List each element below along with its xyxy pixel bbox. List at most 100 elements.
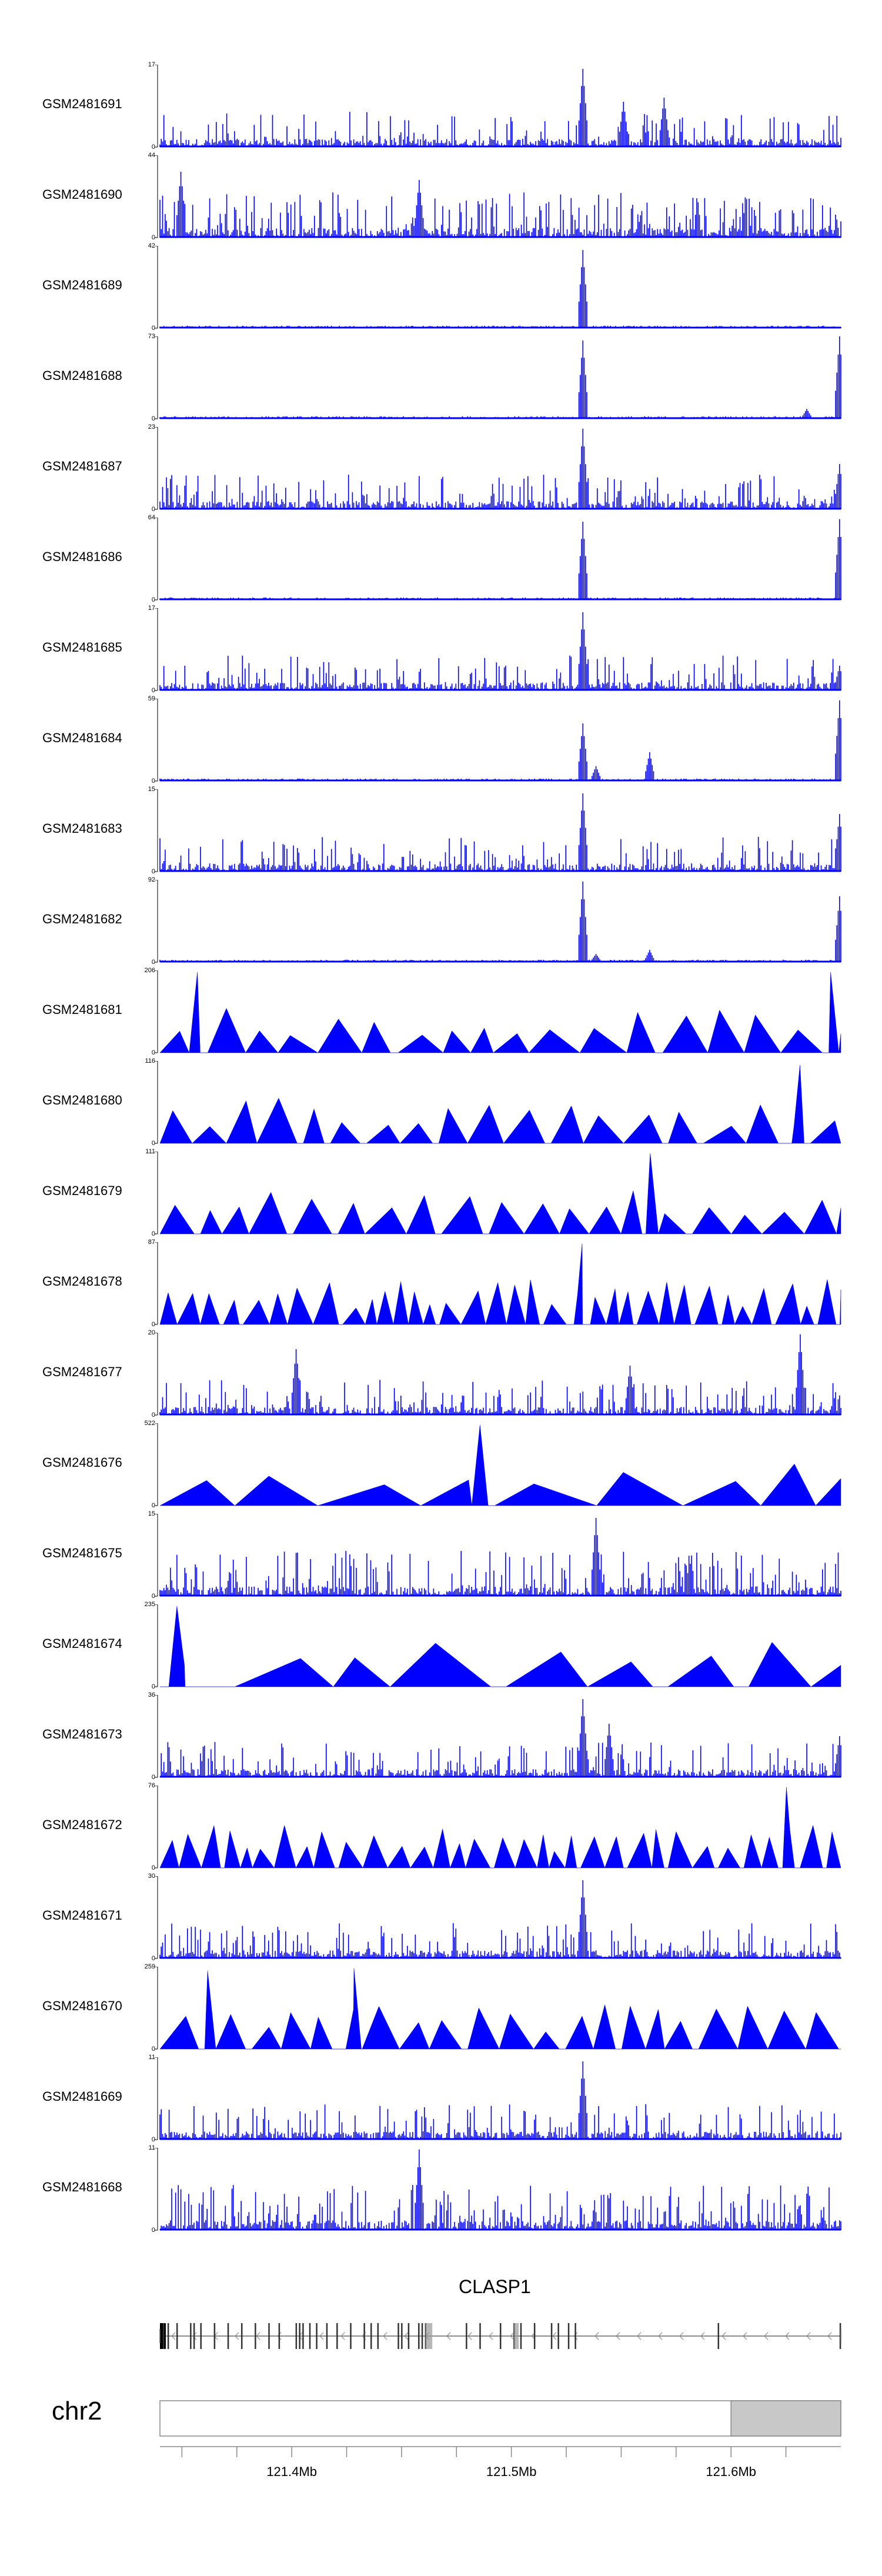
gene-exon <box>533 2323 536 2349</box>
track-signal <box>155 1514 841 1597</box>
strand-arrow <box>510 2332 514 2340</box>
gene-exon <box>500 2323 502 2349</box>
track-ymax-label: 20 <box>148 1329 155 1336</box>
track-signal <box>155 336 841 419</box>
track-ymax-label: 42 <box>148 242 155 249</box>
track-label: GSM2481677 <box>42 1364 122 1379</box>
track-ymin-label: 0 <box>151 1955 155 1962</box>
track-signal <box>155 699 841 782</box>
track-label: GSM2481675 <box>42 1546 122 1560</box>
strand-arrow <box>573 2332 578 2340</box>
track-label: GSM2481685 <box>42 640 122 655</box>
track-spikes <box>159 172 841 238</box>
gene-exon <box>839 2323 841 2349</box>
track-ymin-label: 0 <box>151 778 155 785</box>
track-signal <box>155 1695 841 1778</box>
track-signal <box>155 789 841 872</box>
track-label: GSM2481688 <box>42 368 122 383</box>
track-signal <box>155 880 841 963</box>
track-signal <box>155 65 841 148</box>
track-ymin-label: 0 <box>151 234 155 241</box>
track-ymin-label: 0 <box>151 2136 155 2143</box>
track-ymax-label: 11 <box>148 2144 155 2151</box>
track-spikes <box>159 1880 841 1958</box>
gene-exon <box>200 2323 202 2349</box>
axis-tick-label: 121.6Mb <box>706 2464 757 2479</box>
track-ymin-label: 0 <box>151 506 155 513</box>
gene-exon <box>397 2323 399 2349</box>
track-ymin-label: 0 <box>151 596 155 603</box>
gene-exon <box>309 2323 311 2349</box>
track-area <box>159 1243 841 1325</box>
gene-exon-cluster <box>514 2323 519 2349</box>
axis-tick-label: 121.4Mb <box>266 2464 317 2479</box>
track-ymax-label: 36 <box>148 1691 155 1699</box>
track-area <box>159 972 841 1053</box>
gene-exon <box>377 2323 379 2349</box>
track-label: GSM2481676 <box>42 1455 122 1470</box>
track-signal <box>155 246 841 329</box>
track-spikes <box>159 1334 841 1415</box>
track-area <box>160 1606 841 1687</box>
track-ymin-label: 0 <box>151 144 155 151</box>
track-signal <box>155 2148 841 2231</box>
track-ymin-label: 0 <box>151 1230 155 1237</box>
track-spikes <box>159 612 841 690</box>
gene-exon <box>717 2323 720 2349</box>
track-ymin-label: 0 <box>151 325 155 332</box>
gene-exon <box>418 2323 420 2349</box>
track-spikes <box>159 700 841 781</box>
track-signal <box>155 2057 841 2140</box>
track-spikes <box>159 69 841 147</box>
gene-exon <box>176 2323 178 2349</box>
track-label: GSM2481678 <box>42 1274 122 1289</box>
track-spikes <box>159 519 841 600</box>
track-ymax-label: 64 <box>148 514 155 521</box>
track-ymax-label: 15 <box>148 1510 155 1517</box>
strand-arrow <box>404 2332 409 2340</box>
track-label: GSM2481674 <box>42 1636 122 1651</box>
track-signal <box>155 427 841 510</box>
strand-arrow <box>383 2332 387 2340</box>
strand-arrow <box>785 2332 790 2340</box>
track-signal <box>155 1876 841 1959</box>
track-ymax-label: 235 <box>144 1601 155 1608</box>
track-signal <box>155 970 841 1053</box>
gene-exon <box>421 2323 423 2349</box>
track-ymin-label: 0 <box>151 415 155 422</box>
strand-arrow <box>467 2332 472 2340</box>
track-label: GSM2481681 <box>42 1002 122 1017</box>
track-ymin-label: 0 <box>151 1774 155 1781</box>
track-ymin-label: 0 <box>151 687 155 694</box>
gene-exon <box>190 2323 192 2349</box>
track-ymin-label: 0 <box>151 1683 155 1690</box>
strand-arrow <box>446 2332 451 2340</box>
track-ymax-label: 259 <box>144 1963 155 1970</box>
track-label: GSM2481668 <box>42 2180 122 2194</box>
track-label: GSM2481680 <box>42 1093 122 1107</box>
track-label: GSM2481691 <box>42 96 122 111</box>
strand-arrow <box>658 2332 663 2340</box>
track-ymax-label: 44 <box>148 152 155 159</box>
gene-exon <box>295 2323 298 2349</box>
track-label: GSM2481686 <box>42 549 122 564</box>
gene-exon <box>336 2323 338 2349</box>
track-ymin-label: 0 <box>151 2046 155 2053</box>
strand-arrow <box>256 2332 260 2340</box>
track-ymax-label: 76 <box>148 1782 155 1789</box>
track-signal <box>155 1061 841 1144</box>
track-ymax-label: 522 <box>144 1420 155 1427</box>
track-ymax-label: 111 <box>145 1148 155 1155</box>
axis-tick-label: 121.5Mb <box>486 2464 537 2479</box>
track-area <box>159 1787 841 1868</box>
track-spikes <box>159 2149 841 2230</box>
track-ymin-label: 0 <box>151 1321 155 1328</box>
ideogram-highlight <box>730 2400 841 2437</box>
track-ymin-label: 0 <box>151 1412 155 1419</box>
track-signal <box>155 518 841 600</box>
strand-arrow <box>171 2332 176 2340</box>
gene-exon <box>363 2323 365 2349</box>
track-spikes <box>159 250 841 328</box>
track-label: GSM2481679 <box>42 1183 122 1198</box>
strand-arrow <box>552 2332 557 2340</box>
